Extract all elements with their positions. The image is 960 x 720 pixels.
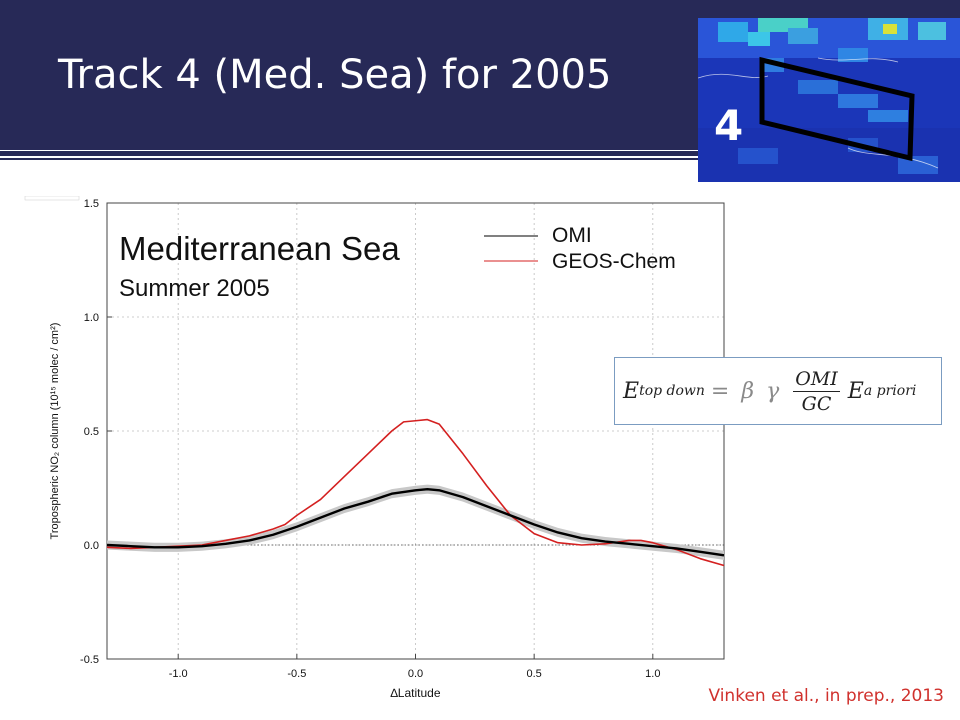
figure-crop-mark bbox=[24, 196, 80, 201]
track-box bbox=[759, 56, 915, 162]
x-tick-label: 1.0 bbox=[645, 668, 660, 680]
track-number-label: 4 bbox=[714, 101, 743, 150]
fraction-denominator: GC bbox=[801, 392, 832, 415]
x-axis-label: ∆Latitude bbox=[390, 686, 440, 700]
lhs-subscript: top down bbox=[639, 383, 705, 399]
x-tick-label: 0.0 bbox=[408, 668, 423, 680]
title-rule-thin bbox=[0, 158, 960, 160]
equals-sign: = bbox=[710, 378, 730, 404]
series-line-geos-chem bbox=[106, 418, 725, 567]
chart-subtitle: Summer 2005 bbox=[119, 275, 270, 302]
y-axis-label: Tropospheric NO₂ column (10¹⁵ molec / cm… bbox=[49, 323, 61, 540]
rhs-symbol: E bbox=[847, 378, 864, 404]
y-tick-label: -0.5 bbox=[80, 654, 99, 666]
y-tick-label: 0.0 bbox=[84, 540, 99, 552]
chart-legend: OMI GEOS-Chem bbox=[484, 224, 676, 273]
legend-label-omi: OMI bbox=[552, 224, 592, 247]
lhs-symbol: E bbox=[623, 378, 640, 404]
x-tick-label: -0.5 bbox=[287, 668, 306, 680]
omi-uncertainty-band bbox=[107, 484, 724, 560]
legend-label-geos-chem: GEOS-Chem bbox=[552, 250, 676, 273]
y-tick-label: 0.5 bbox=[84, 426, 99, 438]
fraction-numerator: OMI bbox=[793, 367, 840, 392]
slide-title: Track 4 (Med. Sea) for 2005 bbox=[58, 52, 612, 98]
beta-symbol: β bbox=[741, 378, 755, 404]
track-map-image: 4 bbox=[698, 18, 960, 182]
x-tick-label: 0.5 bbox=[527, 668, 542, 680]
y-tick-label: 1.0 bbox=[84, 312, 99, 324]
chart-ticks: -1.0 -0.5 0.0 0.5 1.0 -0.5 0.0 0.5 1.0 1.5 bbox=[80, 198, 660, 680]
x-tick-label: -1.0 bbox=[169, 668, 188, 680]
rhs-subscript: a priori bbox=[863, 383, 917, 399]
no2-latitude-chart: -1.0 -0.5 0.0 0.5 1.0 -0.5 0.0 0.5 1.0 1.5 OMI GE… bbox=[24, 196, 725, 700]
citation-text: Vinken et al., in prep., 2013 bbox=[708, 686, 944, 706]
chart-series bbox=[106, 418, 725, 567]
ratio-fraction: OMI GC bbox=[793, 368, 840, 415]
title-rule bbox=[0, 151, 960, 156]
y-tick-label: 1.5 bbox=[84, 198, 99, 210]
series-line-omi bbox=[106, 487, 725, 557]
chart-title: Mediterranean Sea bbox=[119, 230, 400, 267]
gamma-symbol: γ bbox=[766, 378, 780, 404]
